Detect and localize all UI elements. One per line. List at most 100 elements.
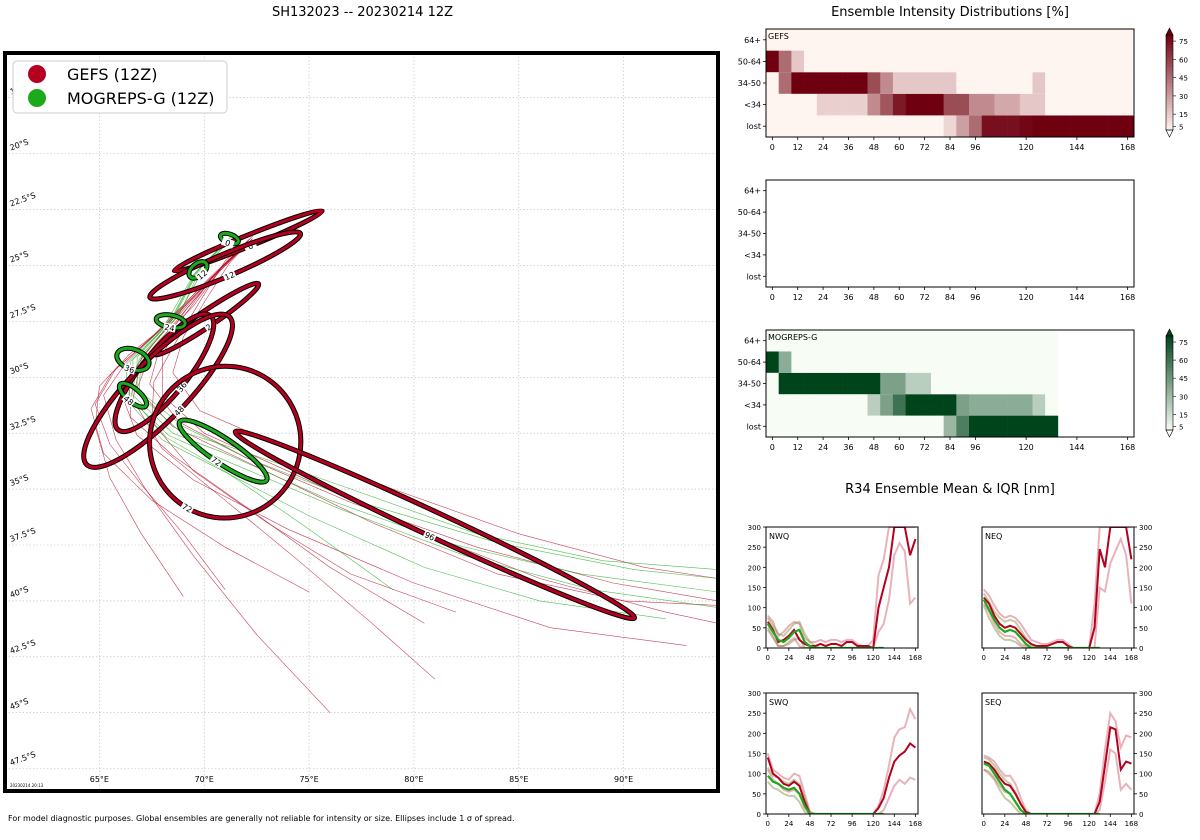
mogreps-intensity-colorbar-label: 45 xyxy=(1179,375,1188,383)
r34-seq-label: SEQ xyxy=(985,698,1001,707)
r34-seq-mogreps-iqr-low xyxy=(983,768,1100,814)
mogreps-intensity-cell xyxy=(969,394,983,416)
gefs-intensity-colorbar-seg xyxy=(1166,63,1173,68)
mogreps-intensity-cell xyxy=(1045,394,1059,416)
gefs-intensity-cell xyxy=(766,50,779,73)
mogreps-intensity-cell xyxy=(943,372,957,395)
r34-swq-plot-area xyxy=(766,706,917,814)
mogreps-intensity-cell xyxy=(1019,351,1033,373)
gefs-intensity-cell xyxy=(1108,29,1122,51)
gefs-intensity-cell xyxy=(1019,72,1033,94)
map-legend: GEFS (12Z) MOGREPS-G (12Z) xyxy=(12,60,228,114)
gefs-track xyxy=(136,238,718,606)
gefs-intensity-xtick-label: 144 xyxy=(1069,143,1084,152)
gefs-intensity-cell xyxy=(994,72,1008,94)
mogreps-intensity-cell xyxy=(905,372,919,395)
gefs-intensity-ytick-label: lost xyxy=(747,122,761,131)
r34-neq-xtick-label: 120 xyxy=(1083,654,1096,662)
r34-seq-plot-area xyxy=(983,710,1133,814)
gefs-intensity-cell xyxy=(956,93,970,116)
r34-neq-mogreps-iqr-low xyxy=(982,605,1100,648)
map-frame xyxy=(3,51,720,793)
r34-neq-xtick-label: 96 xyxy=(1064,654,1073,662)
mogreps-intensity-cell xyxy=(956,351,970,373)
mogreps-intensity-cell xyxy=(804,372,818,395)
mogreps-intensity-xtick-label: 60 xyxy=(894,443,904,452)
gefs-intensity-cell xyxy=(816,50,830,73)
mogreps-intensity-colorbar-seg xyxy=(1166,420,1173,425)
gefs-intensity-cell xyxy=(1121,50,1135,73)
gefs-intensity-cell xyxy=(766,29,779,51)
lat-tick-label: 45°S xyxy=(9,697,30,712)
legend-marker xyxy=(28,65,46,83)
mogreps-intensity-colorbar-seg xyxy=(1166,389,1173,393)
gefs-intensity-colorbar-seg xyxy=(1166,47,1173,52)
mogreps-intensity-cell xyxy=(1007,351,1021,373)
mogreps-intensity-cell xyxy=(930,330,944,352)
gefs-intensity-cell xyxy=(842,93,856,116)
mogreps-intensity-cell xyxy=(842,394,856,416)
gefs-intensity-colorbar-seg xyxy=(1166,41,1173,45)
gefs-intensity-cell xyxy=(956,29,970,51)
gefs-intensity-cell xyxy=(905,93,919,116)
mogreps-intensity-cell xyxy=(804,394,818,416)
r34-nwq-mogreps-mean xyxy=(766,623,884,648)
mogreps-intensity-colorbar-seg xyxy=(1166,367,1173,371)
mogreps-intensity-cell xyxy=(1007,415,1021,437)
mogreps-intensity-colorbar-seg xyxy=(1166,342,1173,346)
mogreps-intensity-colorbar-seg xyxy=(1166,398,1173,403)
gefs-ellipse-label: 72 xyxy=(180,502,193,515)
r34-swq-label: SWQ xyxy=(769,698,788,707)
mogreps-intensity-colorbar-seg xyxy=(1166,411,1173,415)
empty-intensity-xtick-label: 48 xyxy=(869,293,879,302)
gefs-intensity-panel: lost <34 34-50 50-64 64+ 0 12 24 36 48 60 72 84 96 120… xyxy=(738,27,1188,152)
r34-seq-ytick-label: 150 xyxy=(1139,751,1152,759)
empty-intensity-xtick-label: 96 xyxy=(970,293,980,302)
mogreps-intensity-cell xyxy=(994,330,1008,352)
mogreps-intensity-cell xyxy=(778,372,792,395)
mogreps-intensity-cell xyxy=(905,394,919,416)
gefs-intensity-xtick-label: 36 xyxy=(843,143,853,152)
mogreps-intensity-cell xyxy=(994,372,1008,395)
gefs-intensity-cell xyxy=(1070,72,1084,94)
gefs-ellipse xyxy=(233,429,637,621)
mogreps-intensity-cell xyxy=(1032,372,1046,395)
r34-neq-ytick-label: 200 xyxy=(1139,564,1152,572)
r34-neq-frame xyxy=(981,526,1135,649)
r34-nwq-xtick-label: 96 xyxy=(848,654,857,662)
gefs-intensity-cell xyxy=(943,72,957,94)
mogreps-intensity-cell xyxy=(867,330,881,352)
gefs-ellipse-outline xyxy=(232,428,638,622)
r34-neq-ytick-label: 100 xyxy=(1139,605,1152,613)
mogreps-intensity-cell xyxy=(829,372,843,395)
empty-intensity-xtick-label: 36 xyxy=(843,293,853,302)
r34-swq-ytick-label: 150 xyxy=(748,751,761,759)
gefs-intensity-cell xyxy=(1057,115,1071,137)
mogreps-intensity-colorbar-seg xyxy=(1166,336,1173,340)
r34-swq-ytick-label: 300 xyxy=(748,690,761,698)
mogreps-intensity-cell xyxy=(854,415,868,437)
gefs-intensity-cell xyxy=(829,115,843,137)
mogreps-intensity-cell xyxy=(943,415,957,437)
mogreps-intensity-cell xyxy=(969,330,983,352)
mogreps-track xyxy=(132,238,718,593)
gefs-intensity-label: GEFS xyxy=(768,32,789,41)
gefs-intensity-cell xyxy=(1007,29,1021,51)
legend-box xyxy=(12,60,228,114)
empty-intensity-ytick-label: 64+ xyxy=(744,187,761,196)
r34-swq-gefs-mean xyxy=(766,741,917,814)
mogreps-intensity-cell xyxy=(854,394,868,416)
gefs-intensity-cell xyxy=(778,115,792,137)
mogreps-intensity-cell xyxy=(1032,330,1046,352)
gefs-intensity-colorbar-seg xyxy=(1166,120,1173,125)
gefs-intensity-cell xyxy=(918,115,932,137)
gefs-intensity-cell xyxy=(905,50,919,73)
gefs-intensity-cell xyxy=(969,93,983,116)
mogreps-intensity-cell xyxy=(816,351,830,373)
gefs-intensity-colorbar-label: 30 xyxy=(1179,93,1188,101)
gefs-intensity-cell xyxy=(1083,50,1097,73)
gefs-ellipse-label-bg xyxy=(171,403,187,418)
mogreps-intensity-panel: lost <34 34-50 50-64 64+ 0 12 24 36 48 60 72 84 96 120… xyxy=(738,328,1188,452)
